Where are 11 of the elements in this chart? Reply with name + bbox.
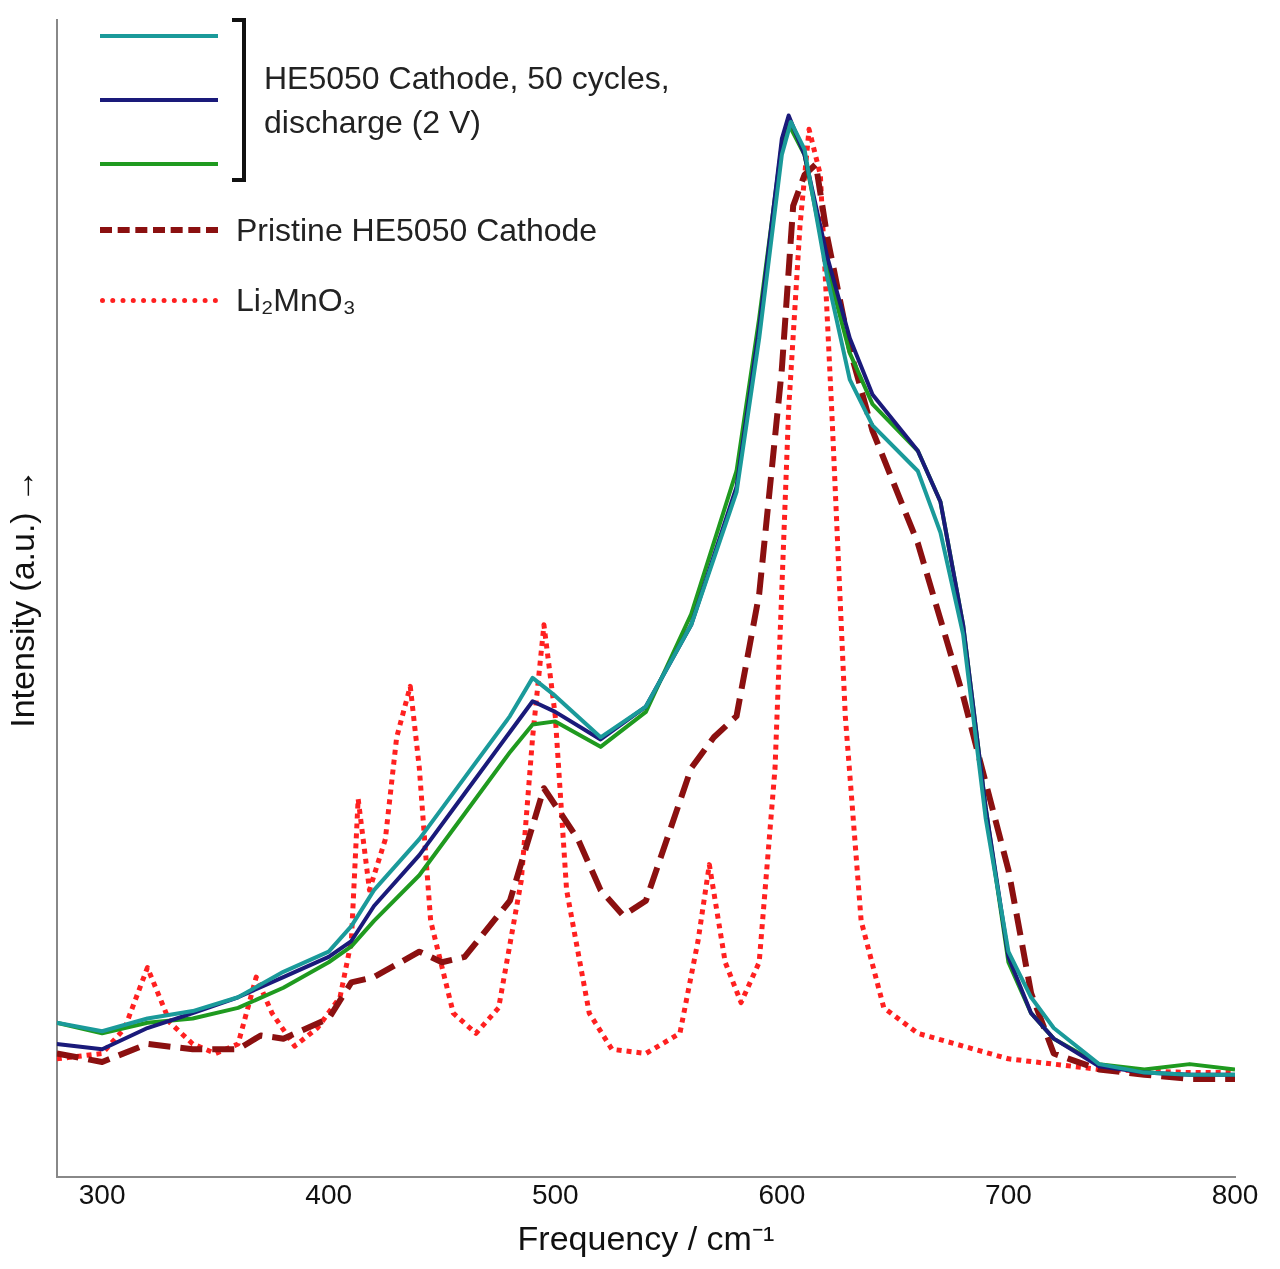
- legend-label: Li₂MnO₃: [236, 281, 356, 320]
- legend-label: HE5050 Cathode, 50 cycles, discharge (2 V): [264, 59, 671, 142]
- x-tick-label: 500: [531, 1179, 579, 1211]
- y-axis-title: Intensity (a.u.) →: [2, 468, 41, 728]
- x-tick-label: 300: [78, 1179, 126, 1211]
- x-axis-title: Frequency / cm⁻¹: [517, 1218, 775, 1257]
- x-tick-label: 800: [1211, 1179, 1259, 1211]
- legend-label: Pristine HE5050 Cathode: [236, 211, 598, 250]
- x-tick-label: 600: [758, 1179, 806, 1211]
- x-tick-label: 400: [305, 1179, 353, 1211]
- x-tick-label: 700: [985, 1179, 1032, 1211]
